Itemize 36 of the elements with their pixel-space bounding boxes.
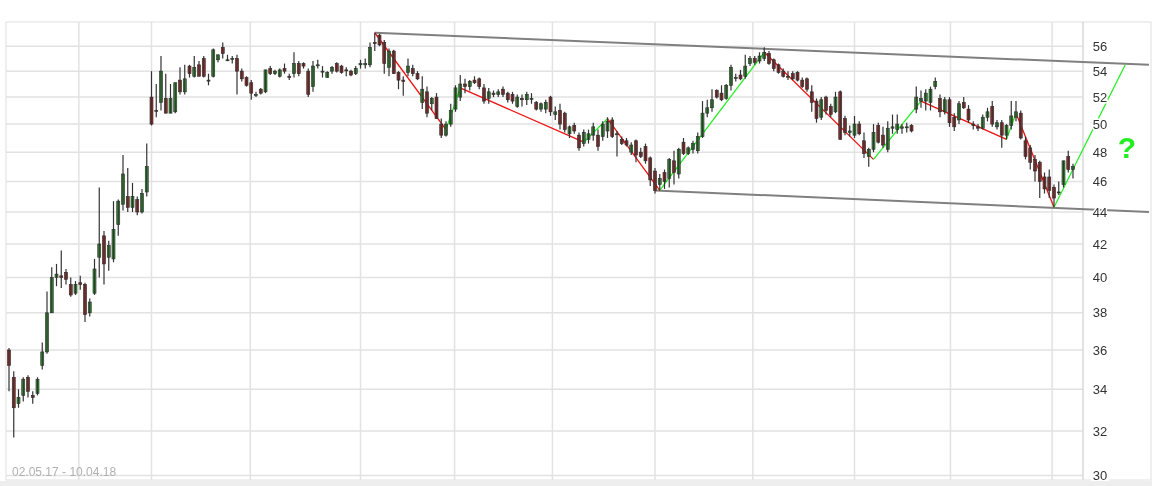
y-tick-label: 54 xyxy=(1092,63,1108,79)
y-tick-label: 48 xyxy=(1092,144,1108,160)
candlestick xyxy=(263,69,268,94)
candlestick xyxy=(149,70,154,127)
candlestick xyxy=(928,86,933,112)
candlestick xyxy=(548,95,553,117)
annotation: ? xyxy=(1117,131,1137,164)
candlestick xyxy=(1061,160,1066,189)
candlestick xyxy=(947,96,952,128)
y-tick-label: 36 xyxy=(1092,342,1108,358)
candlestick xyxy=(130,182,135,213)
candlestick xyxy=(439,118,444,139)
y-tick-label: 46 xyxy=(1092,173,1108,189)
candlestick xyxy=(914,86,919,114)
candlestick xyxy=(1023,135,1028,160)
candlestick xyxy=(971,120,976,131)
candlestick xyxy=(605,116,610,139)
y-tick-label: 56 xyxy=(1092,38,1108,54)
candlestick xyxy=(97,186,102,279)
candlestick xyxy=(453,84,458,113)
candlestick xyxy=(757,51,762,65)
candlestick xyxy=(871,123,876,153)
y-tick-label: 52 xyxy=(1092,89,1108,105)
candlestick xyxy=(852,115,857,139)
candlestick xyxy=(35,376,40,397)
candlestick xyxy=(168,83,173,114)
y-tick-label: 38 xyxy=(1092,305,1108,321)
y-tick-label: 40 xyxy=(1092,270,1108,286)
candlestick xyxy=(92,258,97,296)
y-tick-label: 42 xyxy=(1092,236,1108,252)
candlestick xyxy=(111,200,116,263)
y-tick-label: 30 xyxy=(1092,467,1108,483)
annotation: 02.05.17 - 10.04.18 xyxy=(12,465,117,479)
candlestick xyxy=(434,92,439,120)
y-tick-label: 32 xyxy=(1092,423,1108,439)
y-tick-label: 34 xyxy=(1092,381,1108,397)
